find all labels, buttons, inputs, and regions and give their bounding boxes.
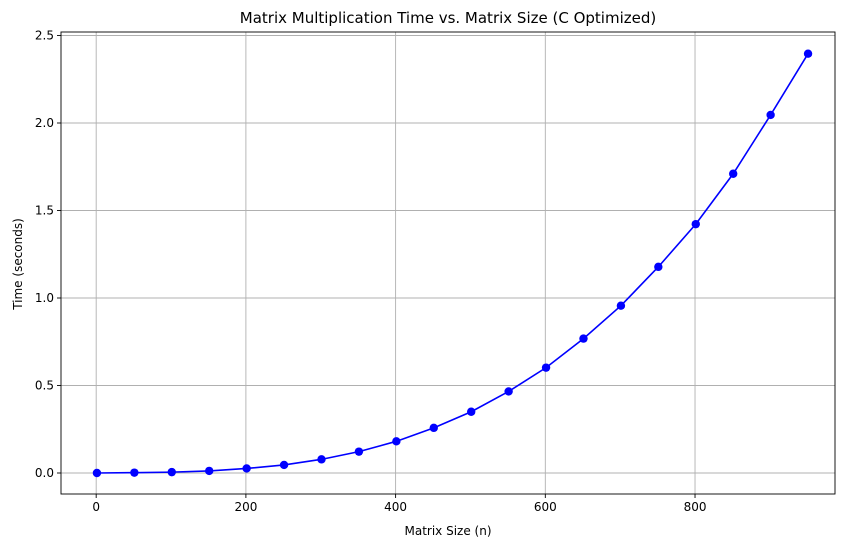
data-point [803, 49, 813, 58]
data-point [766, 110, 775, 120]
x-axis: 0 200 400 600 800 [92, 494, 706, 514]
data-point [579, 334, 588, 343]
chart-title: Matrix Multiplication Time vs. Matrix Si… [240, 9, 656, 27]
data-point [541, 363, 551, 372]
y-tick-label: 0.0 [35, 466, 54, 480]
data-point [467, 407, 476, 416]
data-point [167, 467, 176, 477]
grid [61, 32, 835, 494]
data-point [317, 455, 326, 464]
data-point [92, 468, 102, 478]
plot-frame [60, 31, 836, 495]
data-point [654, 262, 663, 272]
x-tick-label: 600 [534, 500, 557, 514]
data-point [130, 468, 139, 477]
y-tick-label: 0.5 [35, 379, 54, 393]
y-tick-label: 1.0 [35, 291, 54, 305]
x-axis-label: Matrix Size (n) [404, 524, 491, 538]
data-point [392, 437, 401, 446]
data-point [728, 169, 738, 178]
x-tick-label: 800 [684, 500, 707, 514]
data-point [429, 423, 438, 433]
data-point [504, 387, 513, 396]
data-point [205, 466, 214, 476]
y-tick-label: 2.5 [35, 29, 54, 43]
x-tick-label: 0 [92, 500, 100, 514]
series-layer [92, 49, 813, 478]
series-line [96, 53, 809, 474]
data-point [691, 219, 700, 229]
data-point [354, 447, 364, 456]
x-tick-label: 200 [234, 500, 257, 514]
data-point [616, 301, 626, 310]
y-tick-label: 2.0 [35, 116, 54, 130]
y-tick-label: 1.5 [35, 204, 54, 218]
data-point [279, 460, 289, 470]
y-axis: 0.0 0.5 1.0 1.5 2.0 2.5 [35, 29, 61, 480]
x-tick-label: 400 [384, 500, 407, 514]
y-axis-label: Time (seconds) [11, 218, 25, 311]
data-point [242, 464, 251, 473]
